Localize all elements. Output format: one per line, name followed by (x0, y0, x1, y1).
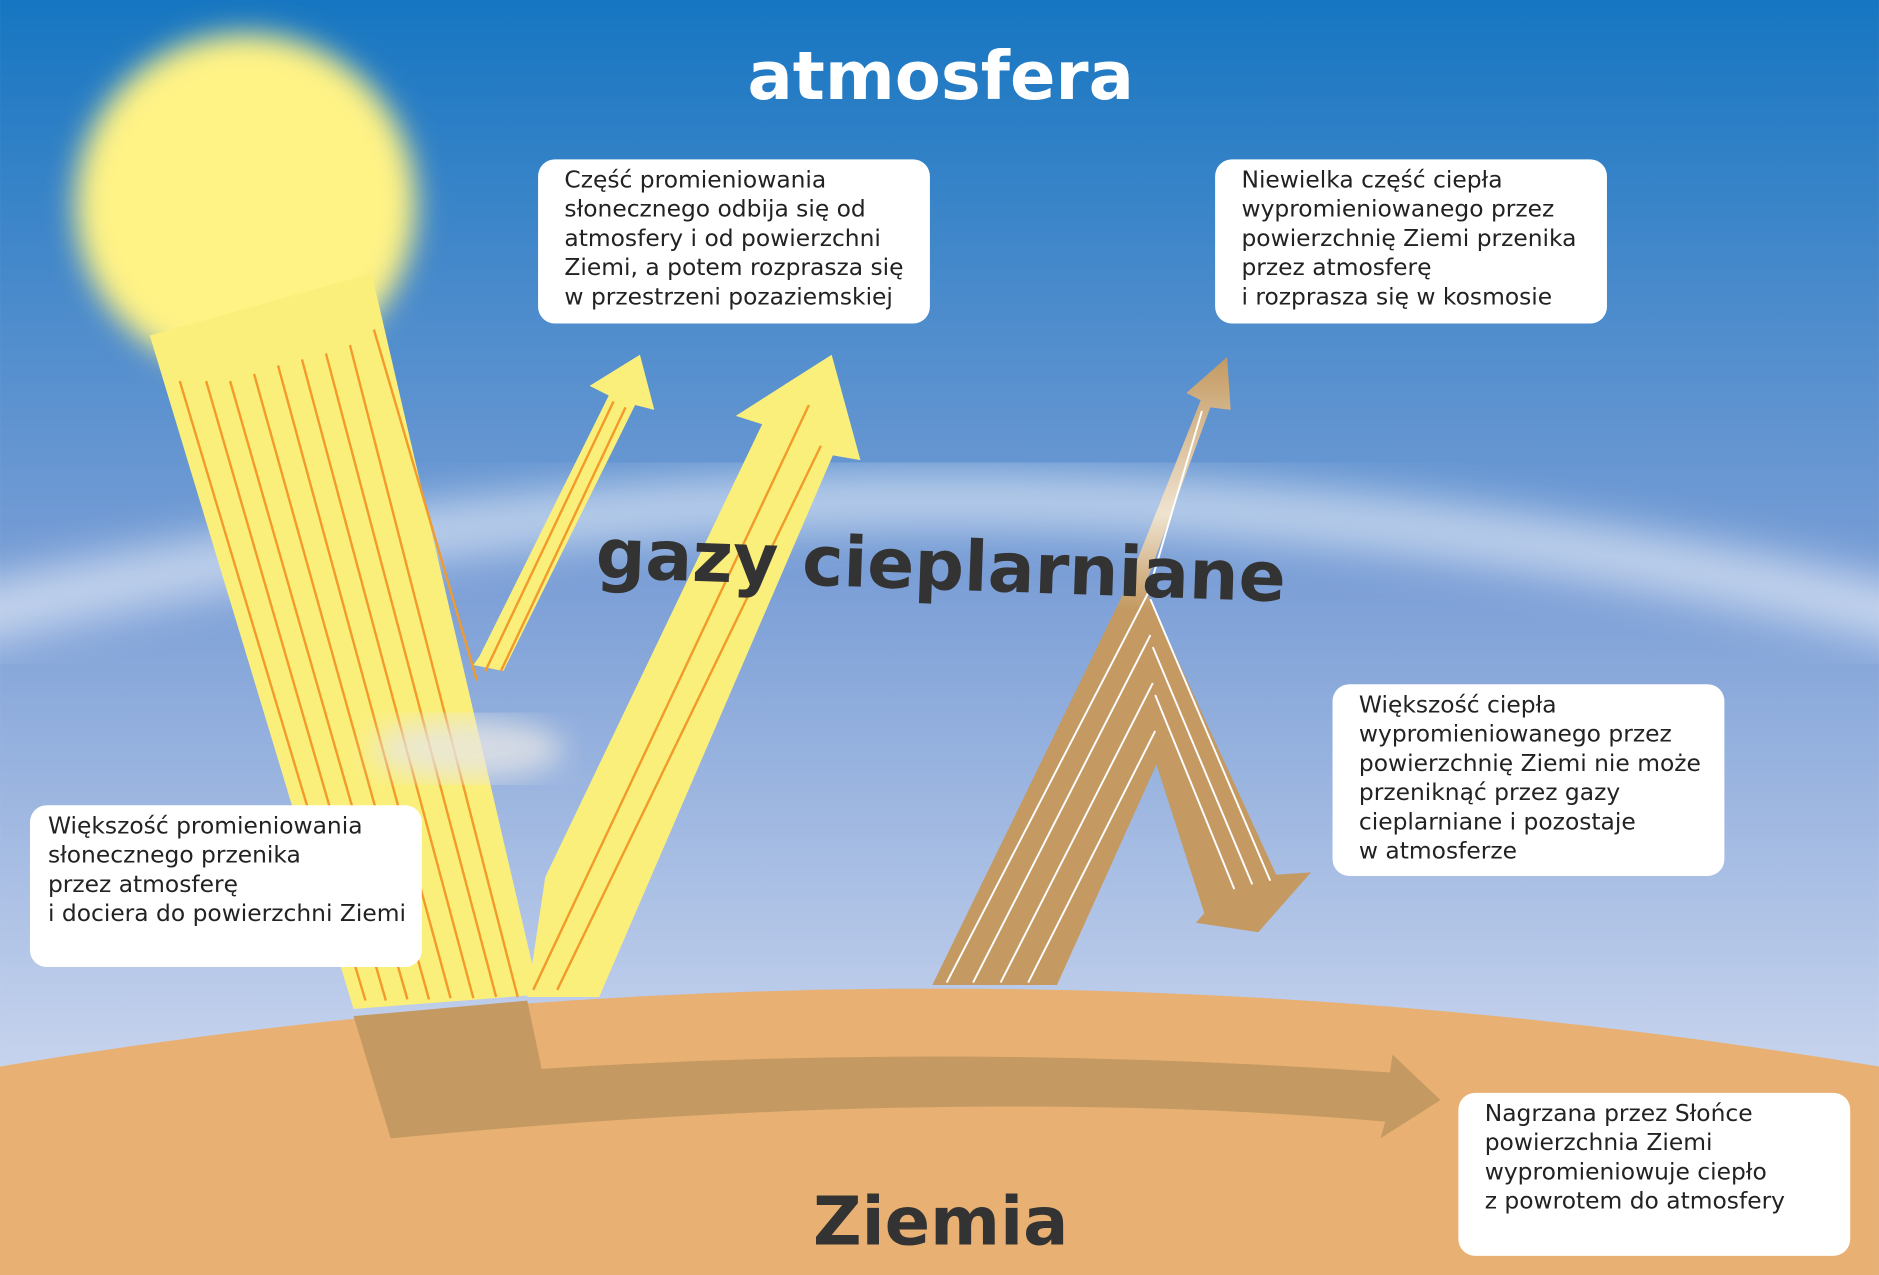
info-text: i rozprasza się w kosmosie (1241, 282, 1552, 310)
info-text: wypromieniowanego przez (1359, 720, 1672, 748)
info-text: przeniknąć przez gazy (1359, 778, 1620, 806)
info-text: Większość ciepła (1359, 690, 1557, 718)
info-text: Nagrzana przez Słońce (1485, 1099, 1753, 1127)
info-text: cieplarniane i pozostaje (1359, 807, 1636, 835)
info-text: Większość promieniowania (48, 811, 363, 839)
info-text: w atmosferze (1359, 836, 1517, 864)
info-box (538, 159, 930, 324)
info-box (1215, 159, 1607, 324)
info-text: w przestrzeni pozaziemskiej (564, 282, 893, 310)
info-text: przez atmosferę (48, 870, 238, 898)
info-text: powierzchnię Ziemi przenika (1241, 224, 1576, 252)
reflect-big (527, 354, 861, 997)
info-text: powierzchnia Ziemi (1485, 1128, 1713, 1156)
info-text: Ziemi, a potem rozprasza się (564, 253, 903, 281)
reflect-small (473, 354, 655, 672)
info-text: Niewielka część ciepła (1241, 165, 1502, 193)
info-text: wypromieniowanego przez (1241, 195, 1554, 223)
info-text: przez atmosferę (1241, 253, 1431, 281)
earth-label: Ziemia (813, 1182, 1068, 1260)
info-text: powierzchnię Ziemi nie może (1359, 749, 1701, 777)
incoming-beam (149, 273, 540, 1009)
reflect-rays (484, 400, 822, 991)
info-box (1458, 1092, 1851, 1256)
haze (0, 479, 1879, 633)
ground-heat (353, 1000, 1441, 1139)
info-text: Część promieniowania (564, 165, 826, 193)
info-text: z powrotem do atmosfery (1485, 1187, 1785, 1215)
info-box (29, 805, 422, 968)
atmosphere-label: atmosfera (748, 37, 1134, 115)
info-text: słonecznego odbija się od (564, 195, 865, 223)
heat-rays (945, 410, 1272, 984)
info-text: wypromieniowuje ciepło (1485, 1157, 1767, 1185)
cloud (371, 718, 564, 779)
info-text: słonecznego przenika (48, 841, 301, 869)
info-box (1332, 684, 1725, 876)
info-text: i dociera do powierzchni Ziemi (48, 899, 406, 927)
info-text: atmosfery i od powierzchni (564, 224, 881, 252)
